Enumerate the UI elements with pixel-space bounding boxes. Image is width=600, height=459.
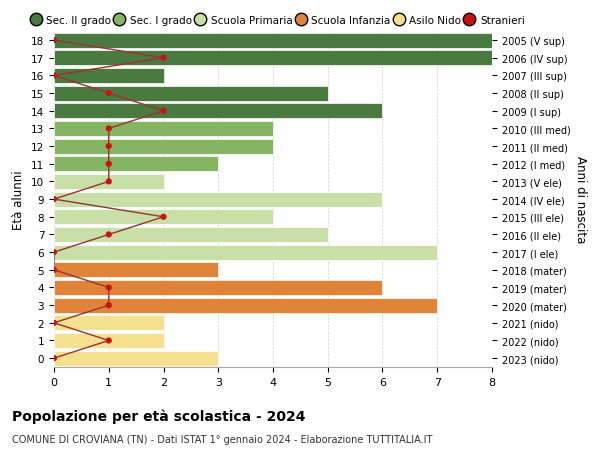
- Point: [49, 196, 59, 203]
- Bar: [54, 245, 437, 260]
- Text: COMUNE DI CROVIANA (TN) - Dati ISTAT 1° gennaio 2024 - Elaborazione TUTTITALIA.I: COMUNE DI CROVIANA (TN) - Dati ISTAT 1° …: [12, 434, 433, 444]
- Point: [104, 90, 113, 97]
- Point: [104, 337, 113, 344]
- Bar: [54, 86, 328, 101]
- Point: [104, 179, 113, 186]
- Point: [49, 73, 59, 80]
- Bar: [54, 69, 163, 84]
- Bar: [54, 210, 273, 225]
- Bar: [54, 104, 383, 119]
- Point: [49, 267, 59, 274]
- Point: [158, 55, 168, 62]
- Point: [104, 161, 113, 168]
- Bar: [54, 298, 437, 313]
- Y-axis label: Età alunni: Età alunni: [13, 170, 25, 230]
- Bar: [54, 122, 273, 137]
- Point: [158, 213, 168, 221]
- Point: [158, 108, 168, 115]
- Bar: [54, 139, 273, 154]
- Bar: [54, 34, 492, 49]
- Bar: [54, 263, 218, 278]
- Bar: [54, 280, 383, 295]
- Bar: [54, 228, 328, 242]
- Point: [49, 37, 59, 45]
- Bar: [54, 351, 218, 366]
- Y-axis label: Anni di nascita: Anni di nascita: [574, 156, 587, 243]
- Bar: [54, 316, 163, 330]
- Point: [49, 249, 59, 256]
- Bar: [54, 51, 492, 66]
- Point: [49, 355, 59, 362]
- Point: [104, 231, 113, 239]
- Point: [104, 302, 113, 309]
- Bar: [54, 192, 383, 207]
- Bar: [54, 157, 218, 172]
- Point: [49, 319, 59, 327]
- Text: Popolazione per età scolastica - 2024: Popolazione per età scolastica - 2024: [12, 409, 305, 423]
- Bar: [54, 333, 163, 348]
- Legend: Sec. II grado, Sec. I grado, Scuola Primaria, Scuola Infanzia, Asilo Nido, Stran: Sec. II grado, Sec. I grado, Scuola Prim…: [33, 16, 525, 26]
- Point: [104, 284, 113, 291]
- Bar: [54, 174, 163, 190]
- Point: [104, 125, 113, 133]
- Point: [104, 143, 113, 151]
